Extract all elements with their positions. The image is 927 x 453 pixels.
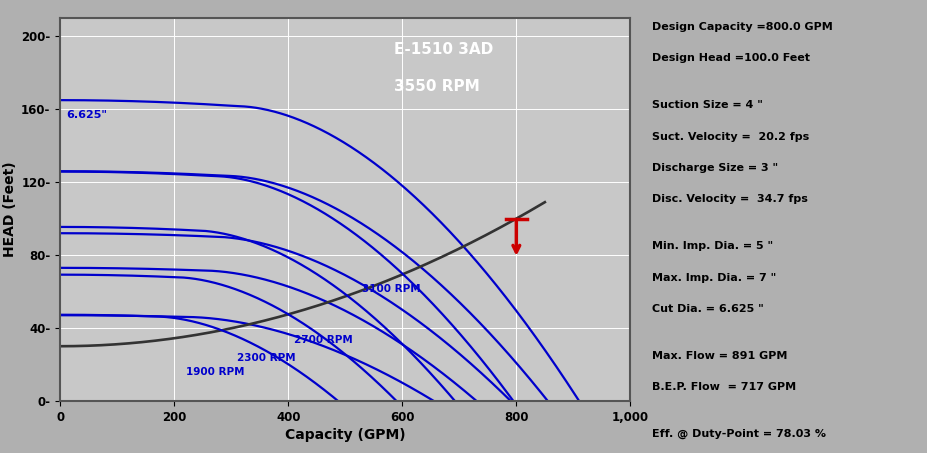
Text: 2700 RPM: 2700 RPM [294, 335, 353, 345]
Text: Disc. Velocity =  34.7 fps: Disc. Velocity = 34.7 fps [653, 194, 808, 204]
Text: 3100 RPM: 3100 RPM [362, 284, 421, 294]
Y-axis label: HEAD (Feet): HEAD (Feet) [3, 162, 17, 257]
Text: Max. Flow = 891 GPM: Max. Flow = 891 GPM [653, 351, 788, 361]
Text: Suction Size = 4 ": Suction Size = 4 " [653, 101, 763, 111]
Text: Design Capacity =800.0 GPM: Design Capacity =800.0 GPM [653, 22, 833, 32]
Text: 1900 RPM: 1900 RPM [185, 367, 244, 377]
X-axis label: Capacity (GPM): Capacity (GPM) [285, 428, 406, 442]
Text: Suct. Velocity =  20.2 fps: Suct. Velocity = 20.2 fps [653, 132, 809, 142]
Text: B.E.P. Flow  = 717 GPM: B.E.P. Flow = 717 GPM [653, 382, 796, 392]
Text: Design Head =100.0 Feet: Design Head =100.0 Feet [653, 53, 810, 63]
Text: Eff. @ Duty-Point = 78.03 %: Eff. @ Duty-Point = 78.03 % [653, 429, 827, 439]
Text: Discharge Size = 3 ": Discharge Size = 3 " [653, 163, 779, 173]
Text: Min. Imp. Dia. = 5 ": Min. Imp. Dia. = 5 " [653, 241, 774, 251]
Text: Max. Imp. Dia. = 7 ": Max. Imp. Dia. = 7 " [653, 273, 777, 283]
Text: 2300 RPM: 2300 RPM [237, 353, 296, 363]
Text: Cut Dia. = 6.625 ": Cut Dia. = 6.625 " [653, 304, 764, 314]
Text: 6.625": 6.625" [66, 111, 107, 120]
